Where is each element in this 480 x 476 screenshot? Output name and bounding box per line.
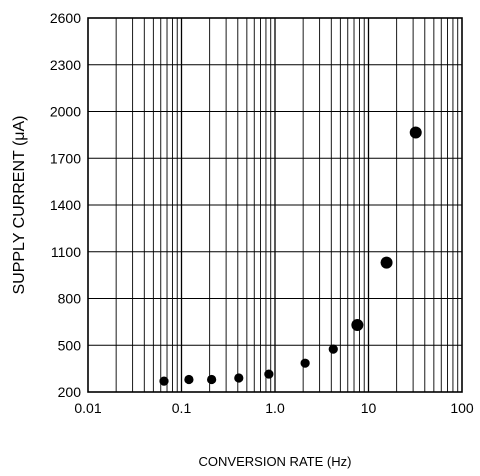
y-axis-title: SUPPLY CURRENT (μA) — [11, 115, 28, 294]
data-point — [207, 374, 217, 385]
y-tick-label: 800 — [58, 291, 82, 307]
y-tick-label: 2000 — [50, 104, 81, 120]
data-point — [380, 256, 393, 269]
y-tick-label: 1400 — [50, 197, 81, 213]
data-point — [264, 369, 274, 379]
y-tick-label: 500 — [58, 337, 82, 353]
data-point — [234, 373, 244, 383]
x-tick-label: 0.01 — [74, 400, 101, 416]
plot-frame — [87, 17, 463, 393]
x-axis-title: CONVERSION RATE (Hz) — [199, 454, 352, 469]
x-tick-label: 10 — [361, 400, 377, 416]
grid — [88, 18, 462, 392]
data-point — [159, 376, 169, 386]
x-tick-label: 100 — [450, 400, 474, 416]
data-points — [159, 126, 422, 386]
data-point — [328, 344, 338, 354]
y-tick-label: 2300 — [50, 57, 81, 73]
data-point — [351, 318, 364, 331]
y-tick-label: 1700 — [50, 150, 81, 166]
tick-labels: 0.01 0.1 1.0 10 100 200 500 800 1100 1400 1700 2000… — [50, 10, 474, 416]
y-tick-label: 200 — [58, 384, 82, 400]
y-tick-label: 1100 — [51, 244, 81, 260]
x-tick-label: 0.1 — [172, 400, 192, 416]
data-point — [409, 126, 422, 139]
x-tick-label: 1.0 — [265, 400, 285, 416]
data-point — [184, 374, 194, 385]
data-point — [300, 358, 310, 368]
y-tick-label: 2600 — [50, 10, 81, 26]
